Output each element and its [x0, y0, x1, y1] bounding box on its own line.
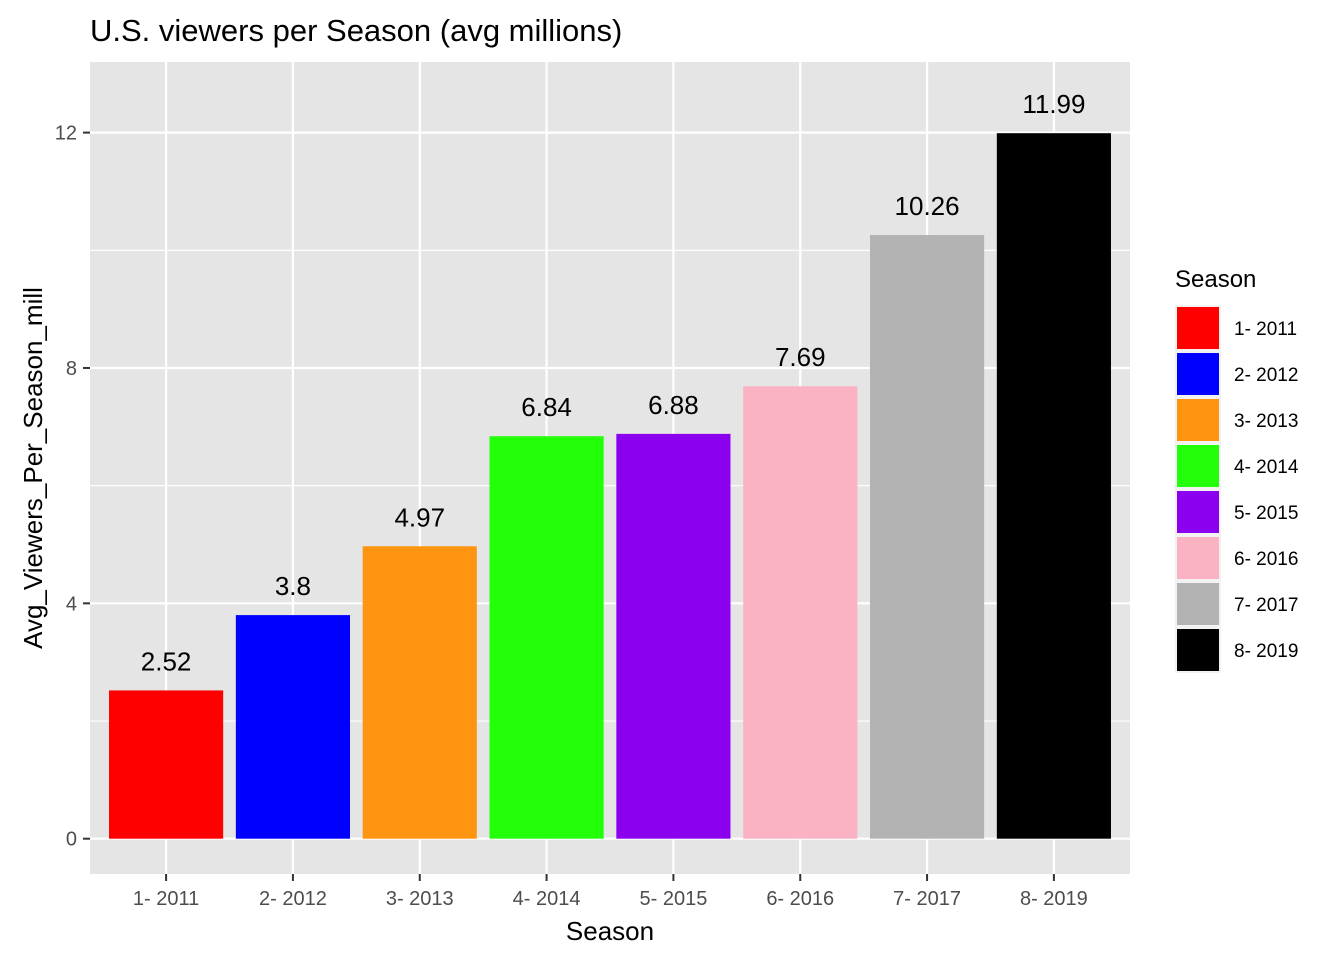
legend-label: 5- 2015 [1234, 503, 1298, 524]
bar [996, 133, 1111, 839]
legend-swatch [1177, 445, 1219, 487]
y-tick-label: 8 [66, 358, 77, 380]
legend-swatch [1177, 307, 1219, 349]
legend-swatch [1177, 491, 1219, 533]
data-label: 6.84 [521, 392, 572, 422]
legend-label: 7- 2017 [1234, 595, 1298, 616]
x-tick-label: 4- 2014 [513, 888, 581, 910]
data-label: 11.99 [1022, 89, 1085, 119]
legend-swatch [1177, 399, 1219, 441]
bar [109, 690, 224, 839]
x-tick-label: 7- 2017 [893, 888, 961, 910]
data-label: 6.88 [648, 390, 699, 420]
bar [870, 234, 985, 839]
x-tick-label: 1- 2011 [133, 888, 199, 910]
bars [109, 133, 1111, 839]
bar [235, 615, 350, 839]
x-tick-label: 3- 2013 [386, 888, 454, 910]
x-tick-label: 5- 2015 [639, 888, 707, 910]
legend-swatch [1177, 353, 1219, 395]
data-label: 10.26 [895, 191, 960, 221]
y-tick-label: 4 [66, 593, 77, 615]
legend-entries: 1- 2011 2- 2012 3- 2013 4- 2014 5- 2015 6- 20… [1175, 305, 1299, 673]
chart-title: U.S. viewers per Season (avg millions) [90, 13, 622, 48]
data-label: 3.8 [275, 571, 311, 601]
legend-label: 2- 2012 [1234, 365, 1298, 386]
y-axis: 0 4 8 12 [55, 123, 90, 851]
legend-label: 6- 2016 [1234, 549, 1298, 570]
legend-swatch [1177, 537, 1219, 579]
x-axis-title: Season [566, 916, 654, 946]
legend-title: Season [1175, 266, 1256, 293]
y-axis-title: Avg_Viewers_Per_Season_mill [18, 287, 48, 649]
legend-label: 8- 2019 [1234, 641, 1298, 662]
bar [743, 386, 858, 839]
data-label: 4.97 [394, 502, 445, 532]
y-tick-label: 0 [66, 829, 77, 851]
bar [362, 546, 477, 839]
legend-label: 4- 2014 [1234, 457, 1299, 478]
legend-label: 1- 2011 [1234, 319, 1297, 340]
bar [616, 433, 731, 839]
legend-swatch [1177, 583, 1219, 625]
x-tick-label: 8- 2019 [1020, 888, 1088, 910]
legend-label: 3- 2013 [1234, 411, 1298, 432]
legend: Season 1- 2011 2- 2012 3- 2013 4- 2014 5- 20… [1175, 266, 1299, 673]
x-tick-label: 6- 2016 [766, 888, 834, 910]
x-tick-label: 2- 2012 [259, 888, 327, 910]
data-labels: 2.52 3.8 4.97 6.84 6.88 7.69 10.26 11.99 [141, 89, 1086, 676]
data-label: 2.52 [141, 646, 192, 676]
data-label: 7.69 [775, 342, 826, 372]
legend-swatch [1177, 629, 1219, 671]
bar [489, 436, 604, 839]
x-axis: 1- 2011 2- 2012 3- 2013 4- 2014 5- 2015 6- 20… [133, 874, 1088, 910]
y-tick-label: 12 [55, 123, 77, 145]
